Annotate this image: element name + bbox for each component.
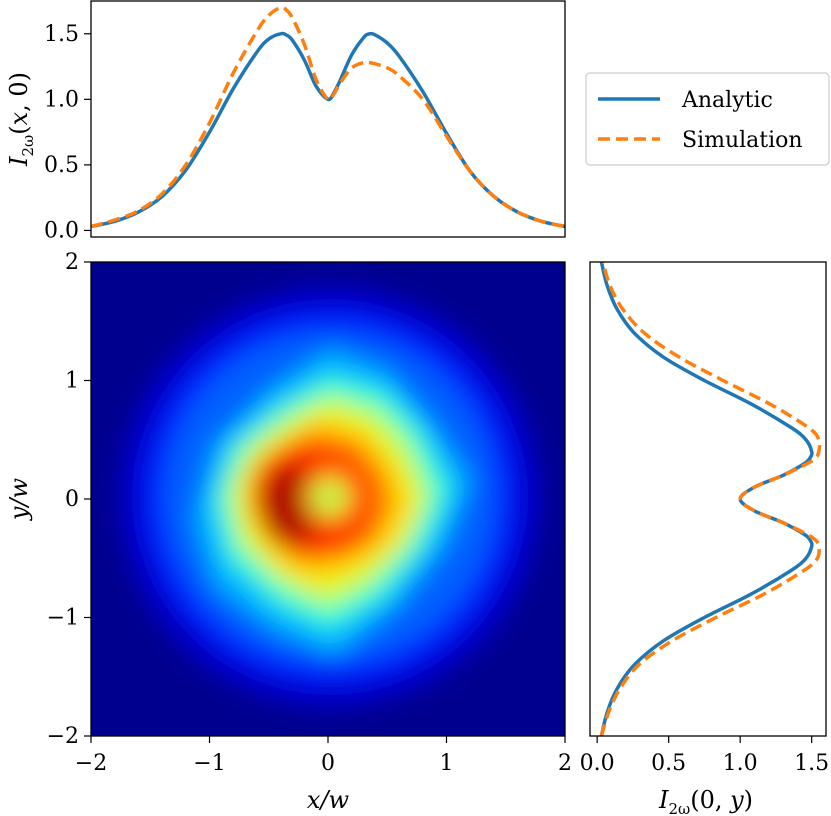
legend-simulation-label: Simulation bbox=[682, 128, 803, 153]
main-y-tick-label: −1 bbox=[47, 606, 79, 631]
top-y-tick-label: 1.0 bbox=[44, 87, 79, 112]
right-x-tick-label: 0.0 bbox=[580, 751, 615, 776]
main-y-tick-label: 2 bbox=[65, 250, 79, 275]
main-y-label: y/w bbox=[5, 477, 33, 521]
main-y-ticks: −2 −1 0 1 2 bbox=[47, 250, 91, 749]
heatmap-field bbox=[120, 287, 540, 707]
right-series-simulation bbox=[599, 262, 822, 736]
right-frame bbox=[589, 261, 827, 737]
top-series-group bbox=[91, 5, 565, 229]
main-x-tick-label: 1 bbox=[440, 751, 454, 776]
main-panel: −2 −1 0 1 2 −2 −1 0 1 2 x/w y/w bbox=[5, 250, 572, 814]
top-series-simulation bbox=[91, 5, 565, 229]
top-plot-area bbox=[91, 1, 565, 237]
main-y-tick-label: 0 bbox=[65, 487, 79, 512]
right-series-group bbox=[599, 262, 822, 736]
top-y-ticks: 0.0 0.5 1.0 1.5 bbox=[44, 22, 91, 243]
top-y-tick-label: 0.0 bbox=[44, 218, 79, 243]
main-x-ticks: −2 −1 0 1 2 bbox=[75, 736, 572, 776]
main-x-tick-label: −1 bbox=[193, 751, 225, 776]
right-panel: 0.0 0.5 1.0 1.5 I2ω(0, y) bbox=[580, 261, 829, 816]
right-x-tick-label: 1.5 bbox=[794, 751, 829, 776]
right-x-ticks: 0.0 0.5 1.0 1.5 bbox=[580, 736, 829, 776]
heatmap bbox=[91, 262, 565, 736]
legend: Analytic Simulation bbox=[585, 72, 830, 166]
right-x-tick-label: 1.0 bbox=[723, 751, 758, 776]
top-y-tick-label: 1.5 bbox=[44, 22, 79, 47]
top-frame bbox=[90, 0, 566, 238]
main-x-tick-label: 2 bbox=[558, 751, 572, 776]
main-x-tick-label: −2 bbox=[75, 751, 107, 776]
main-y-tick-label: −2 bbox=[47, 724, 79, 749]
top-panel: 0.0 0.5 1.0 1.5 I2ω(x, 0) bbox=[5, 0, 566, 243]
top-y-tick-label: 0.5 bbox=[44, 153, 79, 178]
main-y-tick-label: 1 bbox=[65, 369, 79, 394]
top-y-label: I2ω(x, 0) bbox=[5, 72, 37, 167]
legend-analytic-label: Analytic bbox=[681, 88, 773, 113]
right-x-label: I2ω(0, y) bbox=[658, 786, 753, 816]
right-series-analytic bbox=[599, 262, 814, 736]
legend-box bbox=[585, 72, 830, 166]
main-x-label: x/w bbox=[307, 786, 350, 814]
right-x-tick-label: 0.5 bbox=[651, 751, 686, 776]
main-x-tick-label: 0 bbox=[321, 751, 335, 776]
